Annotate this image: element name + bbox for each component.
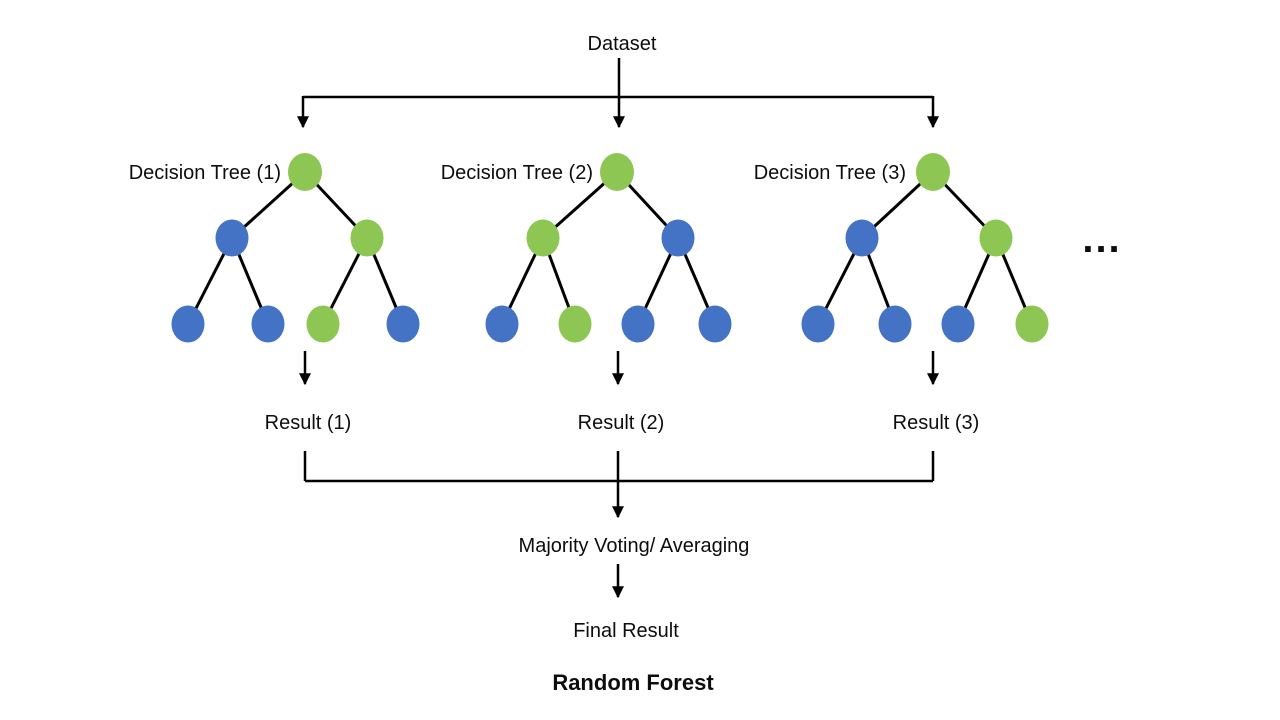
result-2-label: Result (2) bbox=[578, 412, 665, 434]
diagram-title: Random Forest bbox=[552, 670, 714, 695]
result-1-label: Result (1) bbox=[265, 412, 352, 434]
tree-3-leaf-node bbox=[1015, 305, 1049, 343]
tree-3-root-node bbox=[916, 153, 950, 191]
tree-3-internal-node-right bbox=[979, 219, 1013, 257]
tree-2-label: Decision Tree (2) bbox=[441, 162, 593, 184]
tree-2-internal-node-right bbox=[661, 219, 695, 257]
tree-2-leaf-node bbox=[698, 305, 732, 343]
tree-2-internal-node-left bbox=[526, 219, 560, 257]
tree-1-leaf-node bbox=[386, 305, 420, 343]
tree-1-internal-node-left bbox=[215, 219, 249, 257]
more-trees-ellipsis: ... bbox=[1082, 217, 1121, 261]
decision-tree-3: Decision Tree (3) bbox=[754, 153, 1049, 343]
tree-1-root-node bbox=[288, 153, 322, 191]
tree-3-leaf-node bbox=[878, 305, 912, 343]
tree-2-root-node bbox=[600, 153, 634, 191]
final-result-label: Final Result bbox=[573, 620, 679, 642]
tree-1-label: Decision Tree (1) bbox=[129, 162, 281, 184]
tree-3-internal-node-left bbox=[845, 219, 879, 257]
tree-3-label: Decision Tree (3) bbox=[754, 162, 906, 184]
decision-tree-1: Decision Tree (1) bbox=[129, 153, 420, 343]
tree-1-leaf-node bbox=[171, 305, 205, 343]
tree-3-leaf-node bbox=[801, 305, 835, 343]
result-3-label: Result (3) bbox=[893, 412, 980, 434]
tree-1-leaf-node bbox=[251, 305, 285, 343]
tree-2-leaf-node bbox=[485, 305, 519, 343]
tree-2-leaf-node bbox=[558, 305, 592, 343]
tree-1-internal-node-right bbox=[350, 219, 384, 257]
dataset-label: Dataset bbox=[588, 33, 657, 55]
tree-2-leaf-node bbox=[621, 305, 655, 343]
majority-voting-label: Majority Voting/ Averaging bbox=[519, 535, 750, 557]
tree-3-leaf-node bbox=[941, 305, 975, 343]
decision-tree-2: Decision Tree (2) bbox=[441, 153, 732, 343]
tree-1-leaf-node bbox=[306, 305, 340, 343]
